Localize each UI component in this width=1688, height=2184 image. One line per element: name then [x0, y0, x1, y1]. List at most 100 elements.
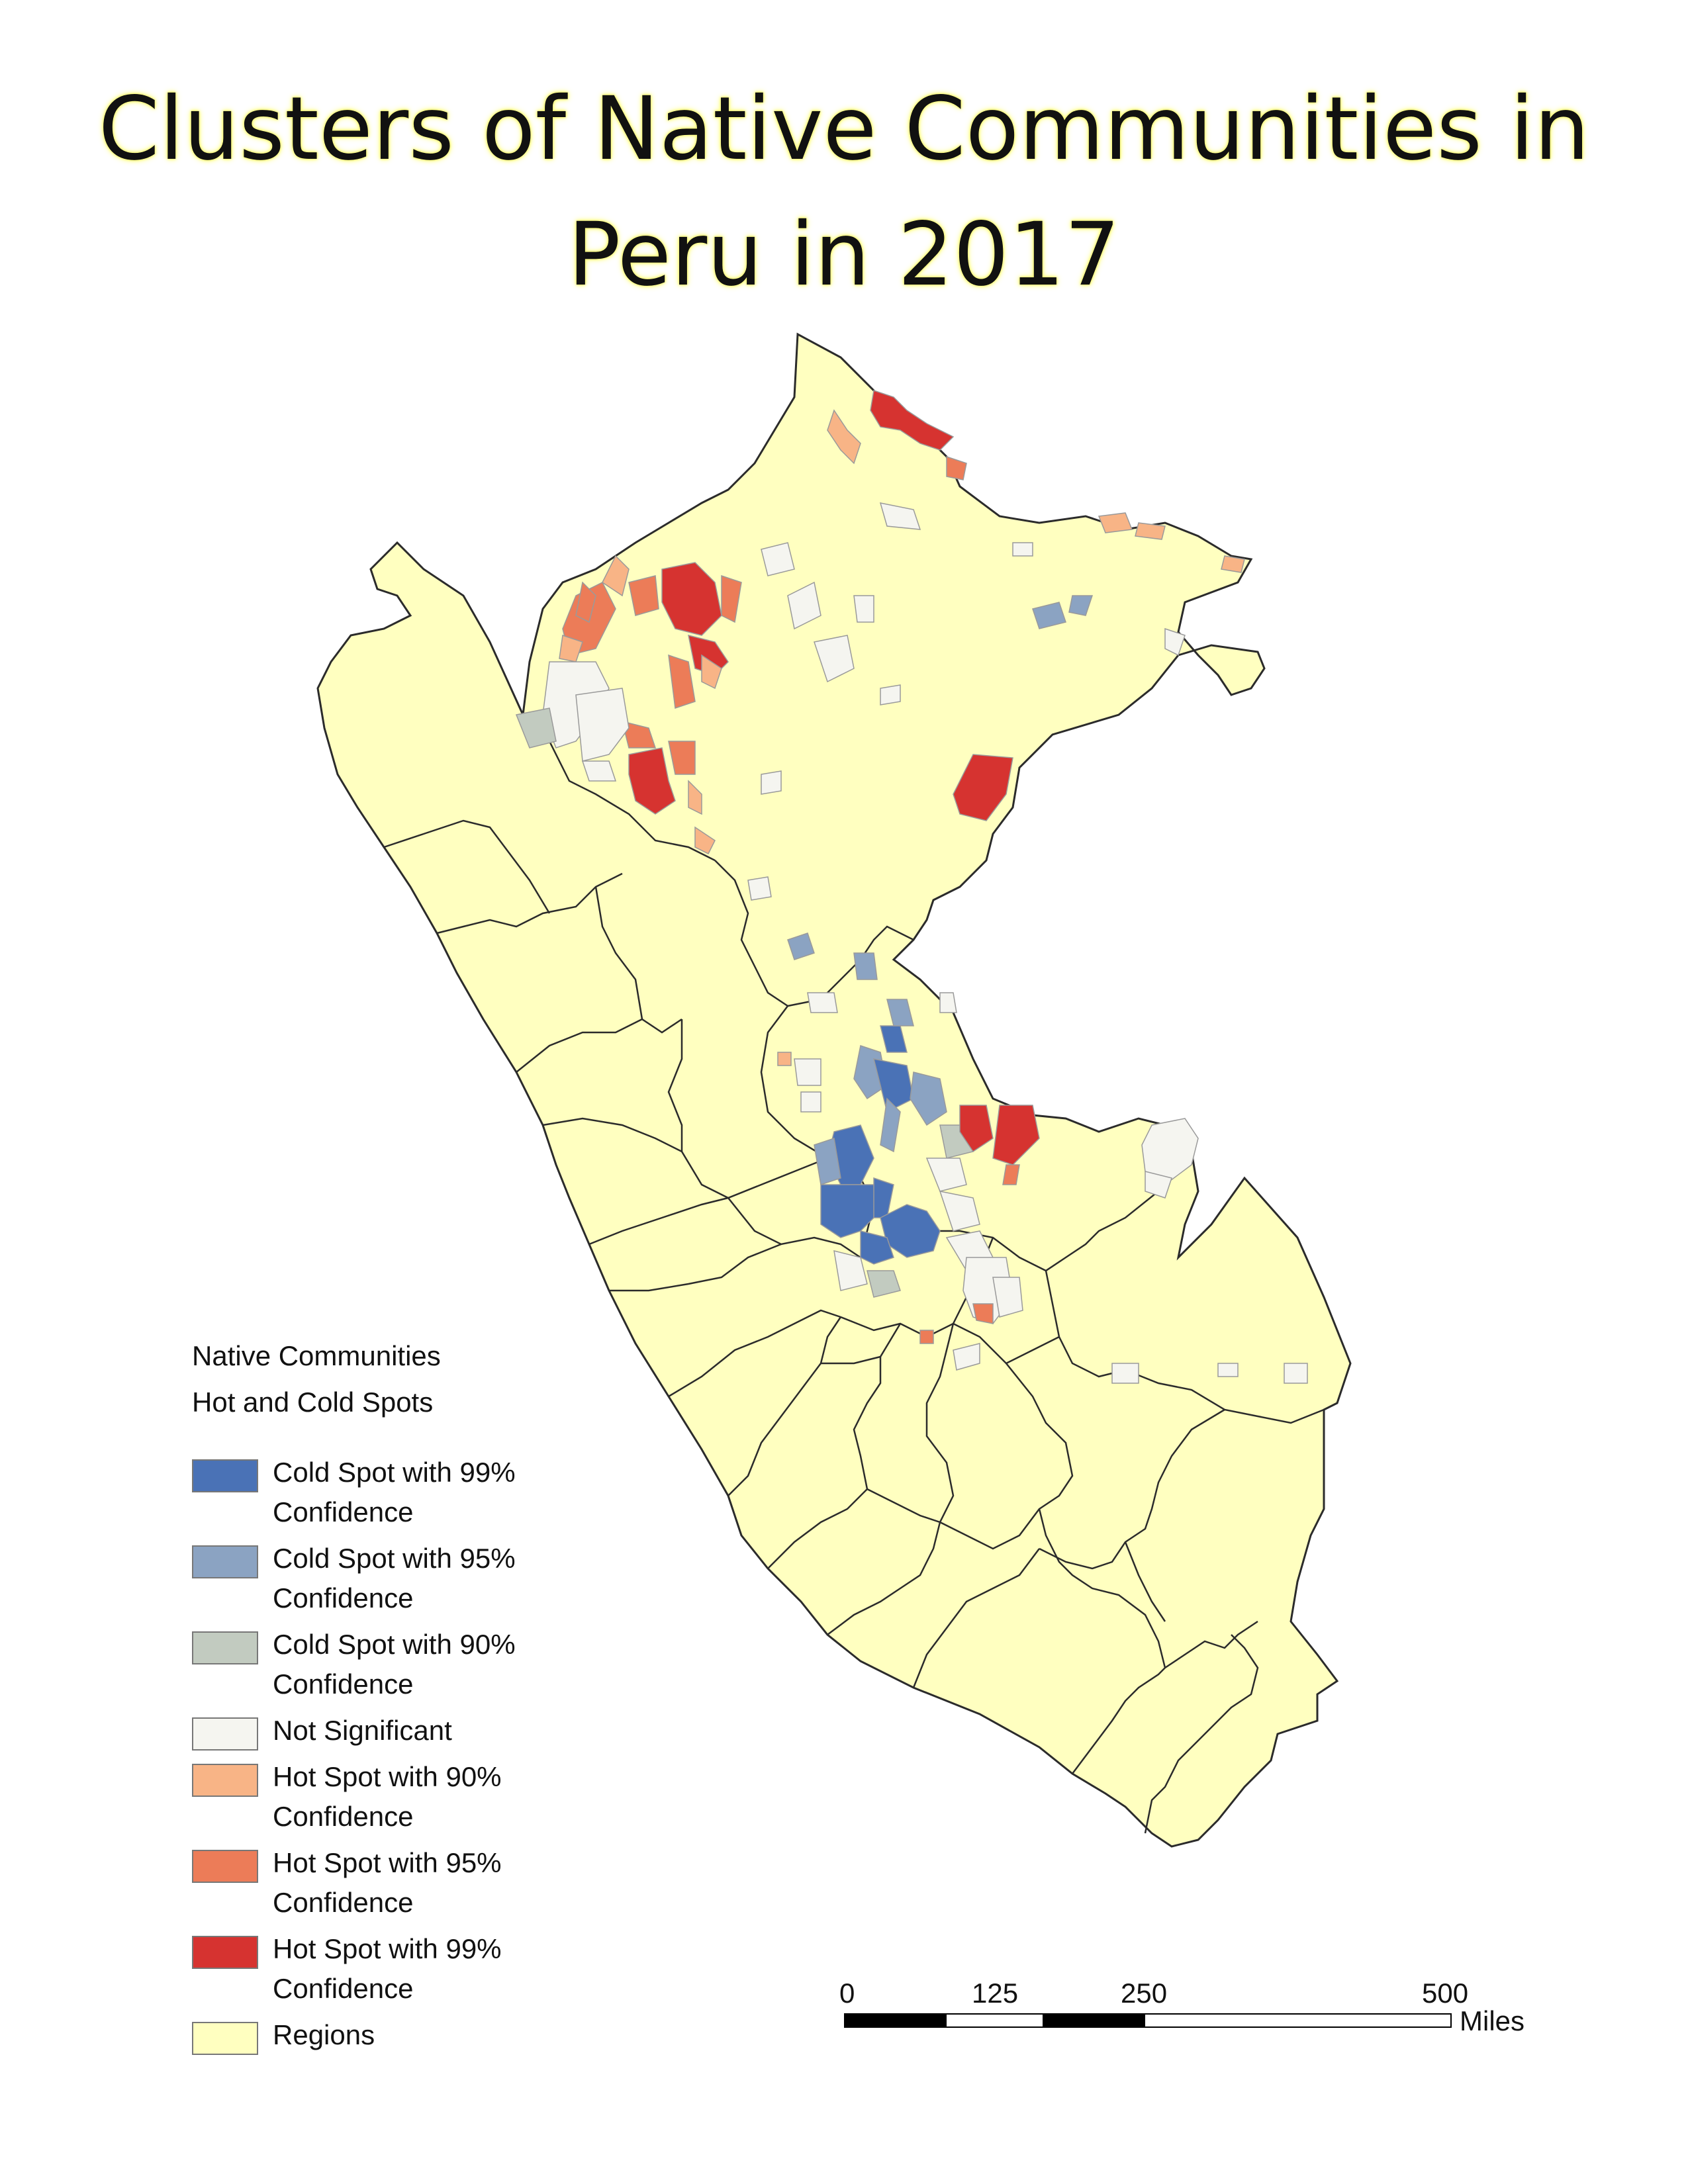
not-significant-polygon	[925, 1158, 967, 1192]
legend-label-hot-spot-99: Hot Spot with 99% Confidence	[273, 1933, 502, 2004]
hot-spot-95-polygon	[668, 654, 696, 709]
hot-spot-90-polygon	[701, 654, 722, 690]
not-significant-polygon	[879, 502, 921, 530]
not-significant-polygon	[807, 992, 838, 1013]
legend-label-cold-spot-99: Cold Spot with 99% Confidence	[273, 1457, 516, 1527]
not-significant-polygon	[1012, 542, 1033, 557]
cold-spot-95-polygon	[880, 1097, 901, 1153]
not-significant-polygon	[761, 770, 782, 795]
legend-swatch-not-significant	[192, 1717, 258, 1751]
hot-spot-90-polygon	[777, 1052, 792, 1066]
scale-segment-3	[1043, 2013, 1145, 2028]
hot-spot-90-polygon	[688, 780, 702, 815]
hot-spot-99-polygon	[959, 1105, 994, 1153]
legend-item-cold-spot-99: Cold Spot with 99% Confidence	[192, 1457, 602, 1539]
scale-tick-label-250: 250	[1121, 1978, 1168, 2009]
legend-item-cold-spot-95: Cold Spot with 95% Confidence	[192, 1543, 602, 1625]
cold-spot-90-polygon	[515, 707, 557, 749]
legend-swatch-cold-spot-90	[192, 1631, 258, 1664]
hot-spot-95-polygon	[1002, 1164, 1020, 1185]
cold-spot-95-polygon	[1032, 602, 1066, 629]
map-title-line-1: Clusters of Native Communities in	[98, 78, 1590, 180]
not-significant-polygon	[880, 684, 901, 705]
not-significant-polygon	[761, 542, 795, 576]
hot-spot-95-polygon	[621, 720, 657, 749]
legend-swatch-cold-spot-99	[192, 1459, 258, 1492]
legend-heading-2: Hot and Cold Spots	[192, 1387, 434, 1418]
legend-label-regions: Regions	[273, 2019, 375, 2050]
legend-item-hot-spot-99: Hot Spot with 99% Confidence	[192, 1933, 602, 2015]
hot-spot-95-polygon	[628, 575, 659, 616]
cold-spot-95-polygon	[853, 1045, 888, 1100]
not-significant-polygon	[939, 1191, 980, 1232]
legend-label-not-significant: Not Significant	[273, 1715, 452, 1746]
map-title-line-2: Peru in 2017	[567, 204, 1121, 306]
hot-spot-90-polygon	[602, 555, 630, 597]
legend-label-cold-spot-90: Cold Spot with 90% Confidence	[273, 1629, 516, 1700]
scale-segment-2	[945, 2013, 1044, 2028]
not-significant-polygon	[581, 760, 617, 782]
cold-spot-90-polygon	[867, 1270, 901, 1298]
not-significant-polygon	[992, 1277, 1023, 1318]
hot-spot-95-polygon	[668, 741, 696, 775]
cold-spot-95-polygon	[910, 1071, 947, 1126]
legend-item-hot-spot-90: Hot Spot with 90% Confidence	[192, 1761, 602, 1843]
scale-tick-label-0: 0	[839, 1978, 855, 2009]
scale-segment-1	[844, 2013, 947, 2028]
native-communities-layer	[515, 390, 1308, 1384]
not-significant-polygon	[853, 595, 874, 623]
legend-item-not-significant: Not Significant	[192, 1715, 602, 1797]
hot-spot-99-polygon	[992, 1105, 1040, 1165]
legend-swatch-hot-spot-95	[192, 1850, 258, 1883]
hot-spot-90-polygon	[1221, 555, 1245, 573]
legend-item-hot-spot-95: Hot Spot with 95% Confidence	[192, 1847, 602, 1929]
legend-swatch-cold-spot-95	[192, 1545, 258, 1578]
scale-segment-4	[1144, 2013, 1452, 2028]
cold-spot-95-polygon	[1068, 595, 1094, 616]
cold-spot-95-polygon	[886, 999, 914, 1026]
not-significant-polygon	[1164, 627, 1186, 657]
not-significant-polygon	[1145, 1171, 1172, 1199]
legend-item-regions: Regions	[192, 2019, 602, 2101]
not-significant-polygon	[1217, 1363, 1239, 1377]
legend-swatch-hot-spot-90	[192, 1764, 258, 1797]
not-significant-polygon	[794, 1058, 821, 1086]
cold-spot-99-polygon	[860, 1230, 894, 1265]
not-significant-polygon	[787, 581, 821, 630]
hot-spot-90-polygon	[1098, 512, 1133, 533]
cold-spot-95-polygon	[787, 933, 815, 960]
legend-label-hot-spot-95: Hot Spot with 95% Confidence	[273, 1847, 502, 1918]
hot-spot-95-polygon	[575, 581, 596, 623]
not-significant-polygon	[747, 876, 772, 901]
not-significant-polygon	[1284, 1363, 1308, 1384]
not-significant-polygon	[939, 992, 957, 1013]
scale-tick-label-125: 125	[972, 1978, 1019, 2009]
not-significant-polygon	[800, 1091, 821, 1113]
not-significant-polygon	[575, 688, 630, 762]
hot-spot-95-polygon	[919, 1330, 934, 1344]
hot-spot-90-polygon	[1135, 522, 1166, 540]
not-significant-polygon	[953, 1343, 980, 1371]
legend-swatch-hot-spot-99	[192, 1936, 258, 1969]
hot-spot-99-polygon	[870, 390, 955, 451]
hot-spot-95-polygon	[946, 455, 967, 480]
legend-item-cold-spot-90: Cold Spot with 90% Confidence	[192, 1629, 602, 1711]
legend-label-hot-spot-90: Hot Spot with 90% Confidence	[273, 1761, 502, 1832]
not-significant-polygon	[1111, 1363, 1139, 1384]
scale-bar	[844, 2013, 1452, 2028]
hot-spot-99-polygon	[661, 562, 722, 636]
not-significant-polygon	[1141, 1118, 1199, 1185]
hot-spot-90-polygon	[694, 826, 716, 855]
scale-tick-label-500: 500	[1422, 1978, 1469, 2009]
legend-swatch-regions	[192, 2022, 258, 2055]
hot-spot-99-polygon	[953, 754, 1013, 821]
cold-spot-95-polygon	[814, 1138, 841, 1185]
hot-spot-90-polygon	[827, 409, 861, 465]
hot-spot-95-polygon	[972, 1303, 994, 1324]
legend-heading-1: Native Communities	[192, 1340, 441, 1371]
hot-spot-99-polygon	[628, 747, 676, 815]
hot-spot-95-polygon	[721, 574, 742, 623]
not-significant-polygon	[833, 1250, 868, 1291]
legend-label-cold-spot-95: Cold Spot with 95% Confidence	[273, 1543, 516, 1614]
